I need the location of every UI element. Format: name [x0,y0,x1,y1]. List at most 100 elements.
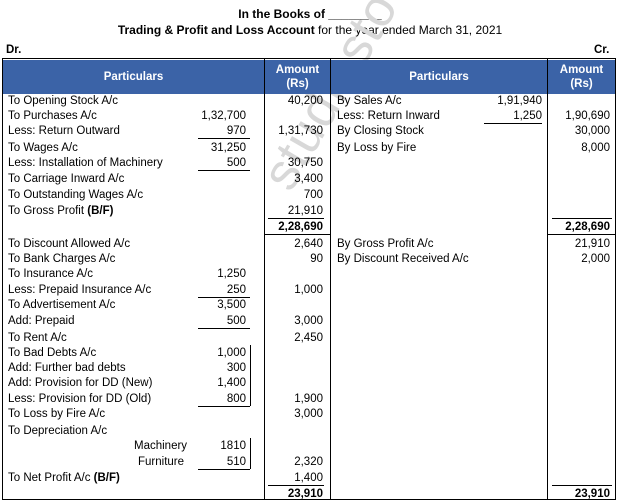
debit-amount [265,438,323,454]
bracket [250,438,251,469]
ledger-frame [2,58,616,500]
debit-amount [265,345,323,361]
debit-amount: 21,910 [287,205,323,217]
debit-sub-amount: 1,400 [217,377,246,389]
debit-particular: To Loss by Fire A/c [8,408,106,420]
underline [198,170,250,171]
credit-amount: 21,910 [574,238,610,250]
debit-sub-amount [180,470,246,486]
debit-particular: To Gross Profit (B/F) [8,205,114,217]
debit-sub-amount: 500 [226,157,246,169]
debit-particular: To Wages A/c [8,142,78,154]
debit-amount: 2,640 [294,238,323,250]
debit-particular: To Discount Allowed A/c [8,238,131,250]
debit-amount: 3,000 [294,408,323,420]
debit-amount: 2,320 [294,456,323,468]
credit-amount: 2,000 [581,253,610,265]
credit-amount [548,93,610,109]
debit-particular: To Net Profit A/c (B/F) [8,472,120,484]
debit-sub-amount [180,423,246,439]
debit-particular: To Bad Debts A/c [8,347,97,359]
rule [552,485,612,486]
debit-particular: Less: Prepaid Insurance A/c [8,284,152,296]
rule [548,234,615,235]
credit-sub-amount [470,123,542,139]
debit-sub-amount [180,236,246,252]
debit-amount [265,266,323,282]
debit-particular: To Opening Stock A/c [8,95,118,107]
credit-sub-amount [470,140,542,156]
rule [265,234,330,235]
credit-particular: By Discount Received A/c [337,253,469,265]
debit-particular: To Outstanding Wages A/c [8,189,144,201]
credit-particular: By Loss by Fire [337,142,417,154]
credit-particular: By Closing Stock [337,125,424,137]
debit-sub-amount: 500 [226,315,246,327]
debit-amount: 2,450 [294,332,323,344]
debit-amount: 90 [310,253,323,265]
divider-center [330,58,331,500]
divider-right-amount [547,58,548,500]
debit-particular: Less: Installation of Machinery [8,157,163,169]
header-amount-right: Amount (Rs) [548,60,615,94]
debit-particular: To Advertisement A/c [8,299,116,311]
underline [198,138,250,139]
debit-sub-amount: 3,500 [217,299,246,311]
header-particulars-right: Particulars [331,60,547,94]
credit-sub-amount [470,251,542,267]
debit-sub-amount [180,330,246,346]
rule [552,218,612,219]
underline [198,469,250,470]
debit-sub-amount: 1,000 [217,347,246,359]
trading-total-right: 2,28,690 [565,221,610,233]
bracket [250,345,251,406]
credit-amount: 8,000 [581,142,610,154]
credit-label: Cr. [594,44,610,56]
debit-sub-amount: 510 [226,456,246,468]
pl-total-left: 23,910 [287,488,323,500]
pl-total-right: 23,910 [574,488,610,500]
debit-sub-amount: 1810 [220,440,246,452]
debit-amount: 3,400 [294,173,323,185]
debit-particular: Add: Further bad debts [8,362,126,374]
debit-particular: To Insurance A/c [8,268,94,280]
debit-particular: To Depreciation A/c [8,425,108,437]
debit-sub-amount: 31,250 [210,142,246,154]
credit-amount: 30,000 [574,125,610,137]
credit-particular: By Gross Profit A/c [337,238,434,250]
debit-sub-amount [180,203,246,219]
debit-sub-amount: 970 [226,125,246,137]
debit-amount: 1,400 [294,472,323,484]
underline [198,328,250,329]
credit-particular: By Sales A/c [337,95,402,107]
header-amount-left: Amount (Rs) [265,60,330,94]
debit-amount: 30,750 [287,157,323,169]
debit-sub-amount: 300 [226,362,246,374]
header-particulars-left: Particulars [3,60,264,94]
debit-label: Dr. [6,44,22,56]
debit-particular: To Carriage Inward A/c [8,173,125,185]
debit-amount [265,108,323,124]
credit-sub-amount: 1,250 [513,110,542,122]
debit-sub-amount [180,406,246,422]
rule [268,485,324,486]
debit-amount [265,297,323,313]
debit-amount: 40,200 [287,95,323,107]
debit-amount: 1,900 [294,393,323,405]
trading-total-left: 2,28,690 [278,221,323,233]
debit-particular: Less: Return Outward [8,125,120,137]
debit-sub-amount: 1,32,700 [201,110,246,122]
debit-particular: To Purchases A/c [8,110,97,122]
debit-amount: 3,000 [294,315,323,327]
debit-particular: Furniture [138,456,185,468]
debit-amount [265,140,323,156]
credit-particular: Less: Return Inward [337,110,440,122]
debit-amount: 1,000 [294,284,323,296]
rule [268,218,324,219]
debit-particular: Add: Provision for DD (New) [8,377,153,389]
debit-amount [265,423,323,439]
debit-amount: 700 [303,189,323,201]
credit-sub-amount [470,236,542,252]
debit-sub-amount: 250 [226,284,246,296]
debit-particular: Add: Prepaid [8,315,75,327]
